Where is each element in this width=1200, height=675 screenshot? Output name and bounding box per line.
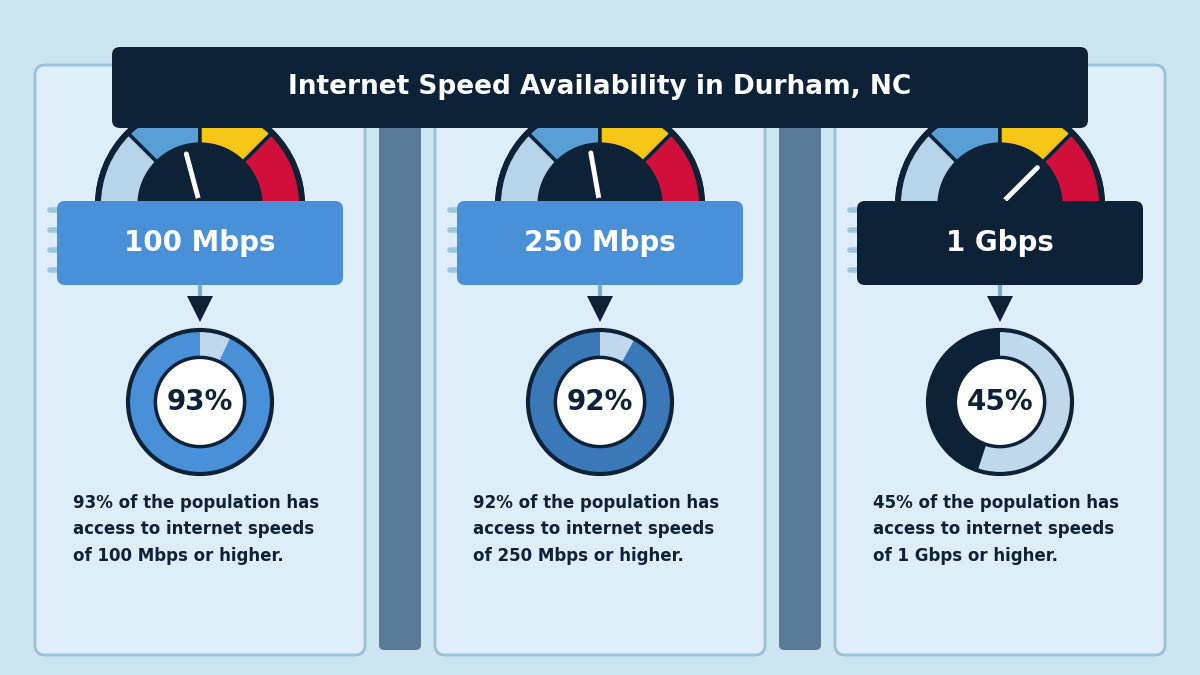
Polygon shape <box>187 296 214 322</box>
Wedge shape <box>95 100 305 205</box>
Wedge shape <box>928 330 1072 474</box>
Text: 93% of the population has
access to internet speeds
of 100 Mbps or higher.: 93% of the population has access to inte… <box>73 494 319 565</box>
Wedge shape <box>200 104 271 162</box>
Wedge shape <box>128 330 272 474</box>
FancyBboxPatch shape <box>457 201 743 285</box>
Polygon shape <box>587 296 613 322</box>
FancyBboxPatch shape <box>857 201 1142 285</box>
Wedge shape <box>529 104 600 162</box>
Text: 92% of the population has
access to internet speeds
of 250 Mbps or higher.: 92% of the population has access to inte… <box>473 494 719 565</box>
Circle shape <box>593 198 607 213</box>
Text: 93%: 93% <box>167 388 233 416</box>
Polygon shape <box>986 296 1013 322</box>
Text: Internet Speed Availability in Durham, NC: Internet Speed Availability in Durham, N… <box>288 74 912 101</box>
Wedge shape <box>128 330 272 474</box>
Wedge shape <box>940 144 1061 205</box>
FancyBboxPatch shape <box>58 201 343 285</box>
Wedge shape <box>929 104 1000 162</box>
Wedge shape <box>95 100 305 205</box>
Wedge shape <box>895 100 1105 205</box>
FancyBboxPatch shape <box>35 65 365 655</box>
Wedge shape <box>1000 104 1072 162</box>
Circle shape <box>193 198 208 213</box>
Wedge shape <box>139 144 260 205</box>
Wedge shape <box>496 100 706 205</box>
Wedge shape <box>928 330 1000 470</box>
FancyBboxPatch shape <box>436 65 766 655</box>
Circle shape <box>155 357 245 447</box>
Wedge shape <box>895 100 1105 205</box>
Text: 1 Gbps: 1 Gbps <box>946 229 1054 257</box>
Wedge shape <box>1043 134 1100 205</box>
Wedge shape <box>499 134 557 205</box>
Text: 45% of the population has
access to internet speeds
of 1 Gbps or higher.: 45% of the population has access to inte… <box>874 494 1120 565</box>
Text: 92%: 92% <box>566 388 634 416</box>
Text: 100 Mbps: 100 Mbps <box>125 229 276 257</box>
Wedge shape <box>528 330 672 474</box>
Circle shape <box>955 357 1045 447</box>
FancyBboxPatch shape <box>379 50 421 650</box>
Wedge shape <box>128 104 200 162</box>
FancyBboxPatch shape <box>112 47 1088 128</box>
FancyBboxPatch shape <box>835 65 1165 655</box>
Wedge shape <box>539 144 661 205</box>
Text: 250 Mbps: 250 Mbps <box>524 229 676 257</box>
Wedge shape <box>528 330 672 474</box>
Circle shape <box>992 198 1007 213</box>
Wedge shape <box>643 134 701 205</box>
Wedge shape <box>496 100 706 205</box>
Text: 45%: 45% <box>967 388 1033 416</box>
Circle shape <box>556 357 644 447</box>
Wedge shape <box>244 134 301 205</box>
FancyBboxPatch shape <box>779 50 821 650</box>
Wedge shape <box>100 134 157 205</box>
Wedge shape <box>600 104 671 162</box>
Wedge shape <box>899 134 956 205</box>
